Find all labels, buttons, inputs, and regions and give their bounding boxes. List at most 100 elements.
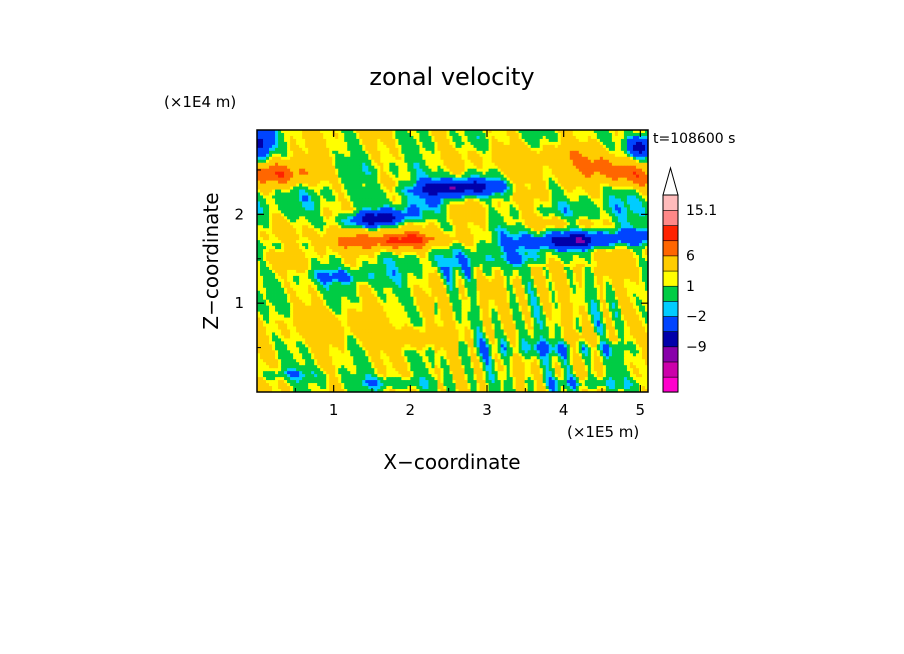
heatmap-cell bbox=[260, 156, 264, 161]
heatmap-cell bbox=[416, 201, 420, 205]
heatmap-cell bbox=[455, 240, 459, 244]
heatmap-cell bbox=[494, 228, 499, 232]
heatmap-cell bbox=[527, 237, 532, 241]
heatmap-cell bbox=[533, 171, 538, 176]
heatmap-cell bbox=[641, 147, 646, 152]
heatmap-cell bbox=[413, 216, 417, 220]
heatmap-cell bbox=[326, 219, 330, 223]
heatmap-cell bbox=[263, 141, 267, 146]
heatmap-cell bbox=[446, 135, 450, 140]
heatmap-cell bbox=[353, 243, 357, 247]
heatmap-cell bbox=[446, 225, 450, 229]
heatmap-cell bbox=[539, 168, 544, 173]
heatmap-cell bbox=[443, 162, 447, 167]
heatmap-cell bbox=[569, 162, 574, 167]
heatmap-cell bbox=[452, 219, 456, 223]
heatmap-cell bbox=[461, 150, 465, 155]
heatmap-cell bbox=[413, 192, 417, 196]
heatmap-cell bbox=[614, 150, 619, 155]
heatmap-cell bbox=[257, 225, 261, 229]
heatmap-cell bbox=[455, 210, 459, 214]
heatmap-cell bbox=[395, 153, 399, 158]
heatmap-cell bbox=[476, 228, 480, 232]
heatmap-cell bbox=[290, 204, 294, 208]
heatmap-cell bbox=[392, 150, 396, 155]
heatmap-cell bbox=[353, 180, 357, 184]
heatmap-cell bbox=[368, 225, 372, 229]
heatmap-cell bbox=[347, 204, 351, 208]
heatmap-cell bbox=[494, 162, 499, 167]
heatmap-cell bbox=[419, 130, 423, 134]
heatmap-cell bbox=[485, 198, 489, 202]
heatmap-cell bbox=[311, 171, 315, 176]
heatmap-cell bbox=[407, 237, 411, 241]
heatmap-cell bbox=[467, 192, 471, 196]
heatmap-cell bbox=[566, 204, 571, 208]
heatmap-cell bbox=[281, 195, 285, 199]
heatmap-cell bbox=[572, 147, 577, 152]
heatmap-cell bbox=[572, 135, 577, 140]
heatmap-cell bbox=[290, 219, 294, 223]
heatmap-cell bbox=[533, 186, 538, 190]
heatmap-cell bbox=[278, 195, 282, 199]
heatmap-cell bbox=[428, 204, 432, 208]
heatmap-cell bbox=[563, 210, 568, 214]
heatmap-cell bbox=[281, 231, 285, 235]
heatmap-cell bbox=[326, 198, 330, 202]
heatmap-cell bbox=[578, 174, 583, 179]
heatmap-cell bbox=[383, 216, 387, 220]
heatmap-cell bbox=[629, 183, 634, 187]
heatmap-cell bbox=[557, 138, 562, 143]
heatmap-cell bbox=[272, 177, 276, 182]
heatmap-cell bbox=[512, 231, 517, 235]
heatmap-cell bbox=[419, 222, 423, 226]
heatmap-cell bbox=[605, 135, 610, 140]
heatmap-cell bbox=[608, 204, 613, 208]
heatmap-cell bbox=[338, 141, 342, 146]
heatmap-cell bbox=[326, 153, 330, 158]
heatmap-cell bbox=[395, 165, 399, 170]
heatmap-cell bbox=[332, 219, 336, 223]
heatmap-cell bbox=[536, 228, 541, 232]
heatmap-cell bbox=[335, 237, 339, 241]
heatmap-cell bbox=[257, 192, 261, 196]
heatmap-cell bbox=[269, 231, 273, 235]
heatmap-cell bbox=[317, 174, 321, 179]
heatmap-cell bbox=[644, 210, 649, 214]
heatmap-cell bbox=[293, 225, 297, 229]
heatmap-cell bbox=[263, 207, 267, 211]
heatmap-cell bbox=[389, 240, 393, 244]
heatmap-cell bbox=[389, 183, 393, 187]
heatmap-cell bbox=[551, 162, 556, 167]
heatmap-cell bbox=[371, 198, 375, 202]
heatmap-cell bbox=[416, 189, 420, 193]
heatmap-cell bbox=[359, 195, 363, 199]
heatmap-cell bbox=[548, 210, 553, 214]
heatmap-cell bbox=[581, 132, 586, 137]
heatmap-cell bbox=[644, 138, 649, 143]
heatmap-cell bbox=[257, 186, 261, 190]
heatmap-cell bbox=[386, 147, 390, 152]
heatmap-cell bbox=[521, 219, 526, 223]
heatmap-cell bbox=[491, 162, 496, 167]
heatmap-cell bbox=[311, 201, 315, 205]
heatmap-cell bbox=[632, 204, 637, 208]
heatmap-cell bbox=[437, 201, 441, 205]
heatmap-cell bbox=[620, 156, 625, 161]
heatmap-cell bbox=[413, 225, 417, 229]
heatmap-cell bbox=[590, 141, 595, 146]
heatmap-cell bbox=[599, 168, 604, 173]
heatmap-cell bbox=[275, 207, 279, 211]
heatmap-cell bbox=[338, 162, 342, 167]
heatmap-cell bbox=[479, 144, 483, 149]
heatmap-cell bbox=[596, 183, 601, 187]
heatmap-cell bbox=[296, 210, 300, 214]
heatmap-cell bbox=[566, 130, 571, 134]
heatmap-cell bbox=[317, 219, 321, 223]
heatmap-cell bbox=[275, 219, 279, 223]
heatmap-cell bbox=[365, 135, 369, 140]
heatmap-cell bbox=[482, 198, 486, 202]
heatmap-cell bbox=[509, 174, 514, 179]
heatmap-cell bbox=[371, 144, 375, 149]
heatmap-cell bbox=[494, 183, 499, 187]
